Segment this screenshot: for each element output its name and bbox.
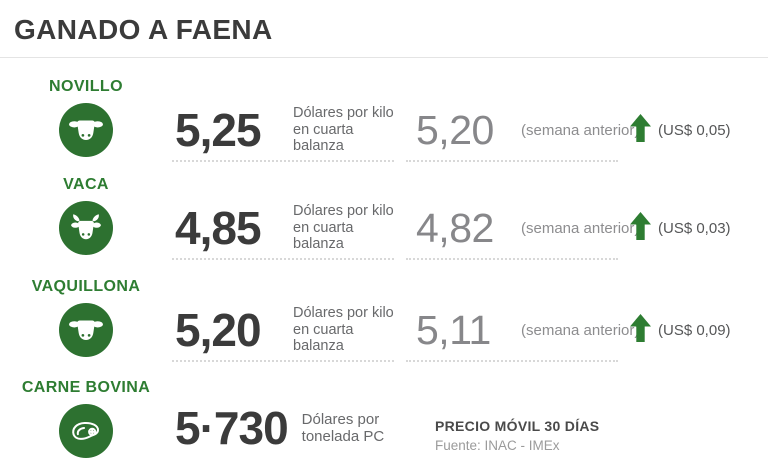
price-note: PRECIO MÓVIL 30 DÍAS Fuente: INAC - IMEx	[435, 418, 599, 453]
steak-icon	[59, 404, 113, 458]
current-price: 5,25	[175, 104, 262, 156]
page-title: GANADO A FAENA	[14, 14, 273, 45]
livestock-row-novillo: NOVILLO 5,25 Dólares por kilo en cuarta …	[0, 70, 768, 168]
previous-price: 5,11	[416, 306, 491, 353]
price-change: (US$ 0,09)	[658, 322, 731, 339]
header-divider	[0, 57, 768, 58]
animal-column: VAQUILLONA	[0, 278, 172, 357]
current-price: 5·730	[175, 402, 289, 454]
previous-price-label: (semana anterior)	[521, 321, 640, 339]
previous-price-label: (semana anterior)	[521, 219, 640, 237]
steer-head-icon	[59, 103, 113, 157]
price-unit: Dólares por tonelada PC	[301, 410, 385, 445]
price-unit: Dólares por kilo en cuarta balanza	[293, 104, 394, 155]
livestock-row-vaquillona: VAQUILLONA 5,20 Dólares por kilo en cuar…	[0, 270, 768, 368]
previous-price-block: 5,11 (semana anterior)	[406, 300, 639, 362]
previous-price-block: 5,20 (semana anterior)	[406, 100, 639, 162]
previous-price: 4,82	[416, 204, 494, 251]
price-unit: Dólares por kilo en cuarta balanza	[293, 202, 394, 253]
current-price-block: 5,25 Dólares por kilo en cuarta balanza	[172, 100, 394, 162]
animal-name-label: CARNE BOVINA	[21, 379, 151, 396]
up-arrow-icon	[630, 212, 651, 240]
price-unit: Dólares por kilo en cuarta balanza	[293, 304, 394, 355]
current-price: 5,20	[175, 304, 262, 356]
source-text: Fuente: INAC - IMEx	[435, 438, 560, 453]
current-price-block: 5·730 Dólares por tonelada PC	[172, 398, 452, 458]
current-price-block: 4,85 Dólares por kilo en cuarta balanza	[172, 198, 394, 260]
heifer-head-icon	[59, 303, 113, 357]
current-price: 4,85	[175, 202, 262, 254]
beef-row: CARNE BOVINA 5·730 Dólares por tonelada …	[0, 374, 768, 466]
animal-name-label: VAQUILLONA	[31, 278, 141, 295]
current-price-block: 5,20 Dólares por kilo en cuarta balanza	[172, 300, 394, 362]
animal-name-label: NOVILLO	[49, 78, 123, 95]
animal-column: NOVILLO	[0, 78, 172, 157]
price-change: (US$ 0,05)	[658, 122, 731, 139]
previous-price-block: 4,82 (semana anterior)	[406, 198, 639, 260]
animal-column: VACA	[0, 176, 172, 255]
up-arrow-icon	[630, 314, 651, 342]
previous-price: 5,20	[416, 106, 494, 153]
animal-name-label: VACA	[63, 176, 109, 193]
animal-column: CARNE BOVINA	[0, 379, 172, 458]
livestock-row-vaca: VACA 4,85 Dólares por kilo en cuarta bal…	[0, 168, 768, 266]
previous-price-label: (semana anterior)	[521, 121, 640, 139]
note-title: PRECIO MÓVIL 30 DÍAS	[435, 418, 600, 434]
cow-head-icon	[59, 201, 113, 255]
price-change: (US$ 0,03)	[658, 220, 731, 237]
up-arrow-icon	[630, 114, 651, 142]
